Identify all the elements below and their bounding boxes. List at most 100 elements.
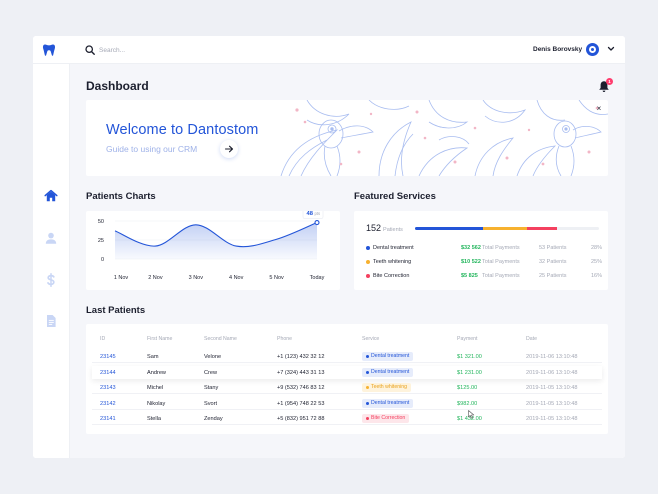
- service-amount-label: Total Payments: [482, 259, 520, 265]
- service-percent: 25%: [590, 259, 602, 265]
- chevron-down-icon[interactable]: [607, 46, 615, 52]
- second-name: Stany: [204, 385, 219, 391]
- first-name: Nikolay: [147, 400, 166, 407]
- service-row[interactable]: Dental treatment $32 562 Total Payments 53 …: [366, 243, 602, 253]
- jungle-illustration: [280, 100, 608, 176]
- service-patients: 32 Patients: [539, 259, 567, 265]
- mouse-cursor-icon: [468, 410, 475, 419]
- patient-id[interactable]: 23145: [100, 354, 116, 360]
- banner-arrow-button[interactable]: [220, 140, 238, 158]
- column-header[interactable]: Date: [526, 336, 537, 342]
- service-amount-label: Total Payments: [482, 273, 520, 279]
- search-input[interactable]: [99, 43, 299, 57]
- last-patients-title: Last Patients: [86, 305, 146, 316]
- services-progress-bar: [415, 227, 599, 230]
- y-tick-label: 25: [98, 238, 104, 244]
- second-name: Crew: [204, 369, 218, 376]
- column-header[interactable]: Payment: [457, 336, 478, 342]
- chart-tooltip: [302, 211, 324, 219]
- patient-id[interactable]: 23142: [100, 400, 116, 407]
- service-badge-label: Dental treatment: [371, 368, 410, 375]
- column-header[interactable]: Phone: [277, 336, 293, 342]
- service-name: Dental treatment: [373, 245, 414, 251]
- y-tick-label: 50: [98, 219, 104, 225]
- close-icon[interactable]: ×: [596, 104, 602, 113]
- arrow-right-icon: [224, 145, 234, 153]
- service-badge-dot: [365, 370, 369, 374]
- x-tick-label: Today: [310, 275, 325, 281]
- welcome-banner: Welcome to Dantostom Guide to using our …: [86, 100, 608, 176]
- service-patients: 53 Patients: [539, 245, 567, 251]
- user-name[interactable]: Denis Borovsky: [533, 46, 583, 53]
- service-row[interactable]: Bite Correction $5 825 Total Payments 25 Pa…: [366, 271, 602, 281]
- table-row[interactable]: 23144 Andrew Crew +7 (324) 443 31 13 Dental …: [92, 365, 602, 379]
- table-row[interactable]: 23145 Sam Velone +1 (123) 432 32 12 Dental t…: [92, 350, 602, 363]
- x-tick-label: 4 Nov: [229, 275, 244, 281]
- service-name: Bite Correction: [373, 273, 410, 279]
- patients-total: 152 Patients: [366, 223, 403, 233]
- document-icon[interactable]: [44, 314, 58, 328]
- app-window: Denis Borovsky Dashboard: [33, 36, 625, 458]
- date: 2019-11-05 13:10:48: [526, 400, 578, 407]
- service-badge: Bite Correction: [362, 414, 410, 423]
- user-icon[interactable]: [44, 231, 58, 245]
- service-badge: Dental treatment: [362, 352, 414, 361]
- page-title: Dashboard: [86, 79, 149, 93]
- service-badge-dot: [365, 417, 369, 420]
- table-row[interactable]: 23142 Nikolay Svort +1 (954) 748 22 53 Denta…: [92, 397, 602, 410]
- patients-charts-title: Patients Charts: [86, 191, 156, 202]
- first-name: Sam: [147, 354, 159, 360]
- service-badge: Dental treatment: [362, 398, 414, 408]
- date: 2019-11-05 13:10:48: [526, 416, 578, 422]
- progress-segment: [483, 227, 528, 230]
- last-patients-table: ID First Name Second Name Phone Service Payme…: [86, 324, 608, 434]
- banner-subtitle[interactable]: Guide to using our CRM: [106, 144, 198, 154]
- x-tick-label: 2 Nov: [148, 275, 163, 281]
- tooltip-value: 48: [307, 211, 314, 217]
- service-dot: [366, 260, 370, 264]
- service-dot: [366, 274, 370, 278]
- first-name: Stella: [147, 416, 161, 422]
- patient-id[interactable]: 23141: [100, 416, 116, 422]
- service-badge-label: Teeth whitening: [371, 384, 408, 390]
- home-icon[interactable]: [44, 189, 58, 203]
- first-name: Andrew: [147, 369, 166, 376]
- service-row[interactable]: Teeth whitening $10 522 Total Payments 32 P…: [366, 257, 602, 267]
- progress-segment: [527, 227, 557, 230]
- payment: $1 432.00: [457, 416, 482, 422]
- table-row[interactable]: 23141 Stella Zenday +5 (832) 951 72 88 Bite …: [92, 412, 602, 425]
- service-amount: $32 562: [461, 245, 481, 251]
- service-badge-label: Dental treatment: [371, 353, 410, 359]
- payment: $1 321.00: [457, 354, 482, 360]
- second-name: Velone: [204, 354, 222, 360]
- service-badge: Dental treatment: [362, 367, 414, 377]
- notification-badge: 1: [606, 78, 613, 85]
- patient-id[interactable]: 23144: [100, 369, 116, 376]
- progress-segment: [415, 227, 484, 230]
- first-name: Michel: [147, 385, 164, 391]
- avatar[interactable]: [586, 43, 599, 56]
- payment: $125.00: [457, 385, 478, 391]
- main-content: Dashboard 1 Welcome to Dantostom Guide t…: [70, 64, 625, 458]
- column-header[interactable]: Service: [362, 336, 380, 342]
- patient-id[interactable]: 23143: [100, 385, 116, 391]
- phone: +9 (532) 746 83 12: [277, 385, 325, 391]
- sidebar: [33, 64, 70, 458]
- x-tick-label: 1 Nov: [114, 275, 129, 281]
- featured-services-card: 152 Patients Dental treatment $32 562 Total…: [354, 211, 608, 290]
- dollar-icon[interactable]: [44, 273, 58, 287]
- service-patients: 25 Patients: [539, 273, 567, 279]
- second-name: Svort: [204, 400, 218, 407]
- phone: +1 (123) 432 32 12: [277, 354, 325, 360]
- data-point[interactable]: [314, 219, 320, 226]
- payment: $982.00: [457, 400, 478, 407]
- table-row[interactable]: 23143 Michel Stany +9 (532) 746 83 12 Teeth …: [92, 381, 602, 394]
- tooth-logo-icon[interactable]: [42, 43, 56, 57]
- banner-title: Welcome to Dantostom: [106, 122, 259, 138]
- column-header[interactable]: ID: [100, 336, 106, 342]
- date: 2019-11-05 13:10:48: [526, 385, 578, 391]
- column-header[interactable]: First Name: [147, 336, 173, 342]
- phone: +7 (324) 443 31 13: [277, 369, 325, 376]
- search-icon: [85, 45, 95, 55]
- column-header[interactable]: Second Name: [204, 336, 237, 342]
